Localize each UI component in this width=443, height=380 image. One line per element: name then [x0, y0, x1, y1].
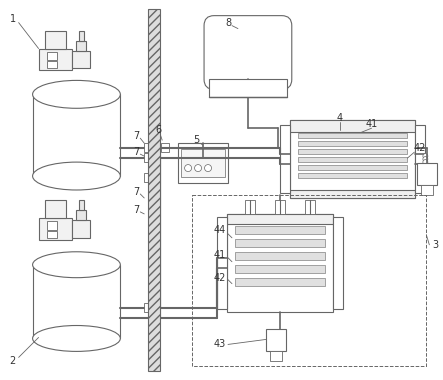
Bar: [235, 226, 325, 234]
Bar: [245, 200, 255, 214]
Bar: [421, 185, 433, 195]
Bar: [79, 30, 85, 41]
Bar: [209, 79, 287, 97]
Bar: [79, 200, 85, 210]
Bar: [148, 9, 160, 371]
Bar: [280, 125, 290, 193]
Bar: [290, 120, 416, 198]
Bar: [417, 163, 437, 185]
Bar: [235, 239, 325, 247]
Text: 4: 4: [337, 113, 343, 123]
Bar: [144, 143, 152, 152]
Text: 7: 7: [133, 205, 140, 215]
Bar: [305, 200, 315, 214]
Bar: [178, 143, 228, 183]
Bar: [33, 265, 120, 339]
Bar: [333, 217, 342, 309]
Ellipse shape: [423, 154, 428, 158]
Bar: [144, 153, 152, 162]
Bar: [181, 149, 225, 177]
Text: 2: 2: [10, 356, 16, 366]
Text: 43: 43: [214, 339, 226, 350]
Ellipse shape: [33, 81, 120, 108]
Bar: [217, 217, 227, 309]
Bar: [235, 252, 325, 260]
Text: 44: 44: [214, 225, 226, 235]
Bar: [266, 329, 286, 352]
Bar: [47, 62, 57, 68]
Bar: [47, 231, 57, 238]
Ellipse shape: [205, 165, 211, 171]
Bar: [33, 94, 120, 176]
Bar: [77, 41, 86, 51]
Bar: [192, 195, 426, 366]
Bar: [227, 214, 333, 224]
Bar: [161, 143, 169, 152]
Text: 1: 1: [10, 14, 16, 24]
Ellipse shape: [33, 252, 120, 278]
Bar: [144, 173, 152, 182]
Text: 5: 5: [193, 135, 199, 145]
Text: 42: 42: [413, 143, 426, 153]
Text: 41: 41: [214, 250, 226, 260]
Bar: [275, 200, 285, 214]
Bar: [298, 157, 408, 162]
Bar: [290, 120, 416, 132]
Ellipse shape: [33, 162, 120, 190]
FancyBboxPatch shape: [204, 16, 292, 89]
Bar: [270, 352, 282, 361]
Bar: [73, 220, 90, 238]
Ellipse shape: [194, 165, 202, 171]
Bar: [235, 278, 325, 286]
Bar: [144, 302, 152, 312]
Bar: [39, 218, 73, 240]
Bar: [235, 265, 325, 273]
Bar: [39, 49, 73, 70]
Bar: [298, 149, 408, 154]
Text: 7: 7: [133, 187, 140, 197]
Ellipse shape: [33, 326, 120, 352]
Bar: [298, 165, 408, 170]
Bar: [45, 200, 66, 218]
Bar: [73, 51, 90, 68]
Text: 41: 41: [365, 119, 377, 129]
Ellipse shape: [185, 165, 191, 171]
Text: 42: 42: [214, 273, 226, 283]
Bar: [77, 210, 86, 220]
Bar: [47, 52, 57, 60]
Ellipse shape: [423, 160, 428, 165]
Bar: [298, 133, 408, 138]
Text: 7: 7: [133, 147, 140, 157]
Bar: [47, 221, 57, 230]
Bar: [416, 125, 425, 193]
Text: 6: 6: [155, 125, 161, 135]
Bar: [45, 30, 66, 49]
Ellipse shape: [423, 157, 428, 162]
Text: 3: 3: [432, 240, 439, 250]
Bar: [290, 190, 416, 198]
Bar: [298, 141, 408, 146]
Bar: [227, 214, 333, 312]
Bar: [298, 173, 408, 178]
Text: 7: 7: [133, 131, 140, 141]
Text: 8: 8: [225, 17, 231, 28]
